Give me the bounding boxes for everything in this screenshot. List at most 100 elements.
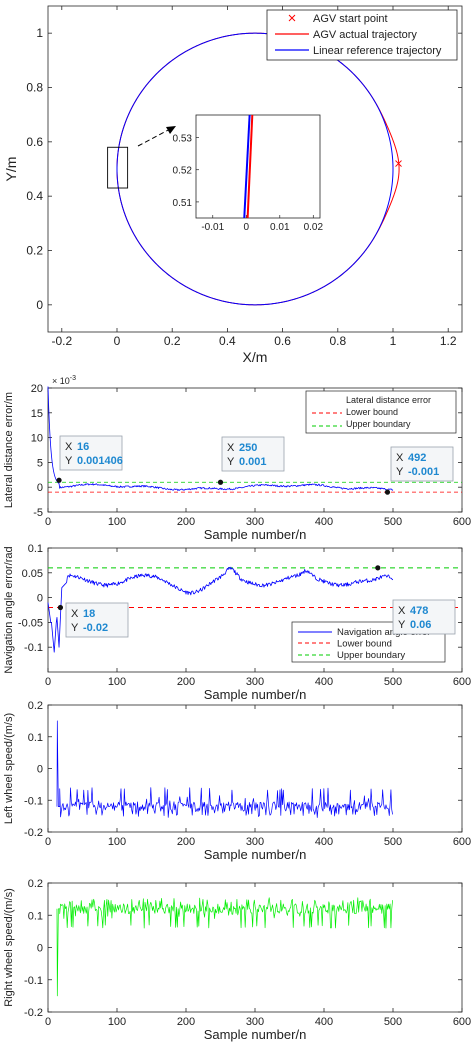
legend-entry: Lower bound	[337, 639, 392, 650]
y-tick-label: 5	[37, 457, 43, 469]
y-tick-label: 0	[37, 943, 43, 955]
zoom-region-box	[107, 146, 129, 189]
x-tick-label: 300	[246, 516, 264, 528]
datatip-x-label: X	[71, 608, 79, 620]
x-tick-label: 400	[315, 1016, 333, 1028]
x-tick-label: 500	[384, 836, 402, 848]
y-axis-label: Lateral distance error/m	[3, 392, 15, 508]
zoom-arrowhead	[166, 126, 176, 134]
datatip-marker	[56, 477, 62, 483]
y-tick-label: 0.6	[26, 135, 43, 149]
x-tick-label: 0.2	[164, 334, 181, 348]
x-tick-label: 200	[177, 836, 195, 848]
datatip-marker	[384, 489, 391, 495]
datatip-y-label: Y	[396, 466, 404, 478]
left-wheel-speed-plot: 0 100 200 300 400 500 600 0.2 0.1 0 -0.1 -0.2 Sample…	[3, 700, 471, 862]
angle-error-plot: 0 100 200 300 400 500 600 0.1 0.05 0 -0.05 -0.1 Samp…	[3, 543, 471, 702]
y-tick-label: 0.2	[28, 878, 43, 890]
x-tick-label: 1.2	[440, 334, 457, 348]
x-tick-label: 0.4	[219, 334, 236, 348]
legend-entry: Linear reference trajectory	[313, 45, 442, 57]
y-tick-label: 0	[37, 482, 43, 494]
x-tick-label: 200	[177, 1016, 195, 1028]
datatip-box	[65, 602, 129, 638]
x-tick-label: 0.8	[329, 334, 346, 348]
inset-axes	[195, 114, 321, 219]
datatip: X 18 Y -0.02	[65, 602, 129, 638]
x-axis-label: Sample number/n	[204, 847, 307, 862]
x-axis-label: Sample number/n	[204, 1027, 307, 1042]
datatip: X 492 Y -0.001	[390, 446, 454, 482]
legend-entry: AGV start point	[313, 13, 388, 25]
y-tick-label: 0.2	[28, 700, 43, 712]
y-tick-label: 0.8	[26, 81, 43, 95]
x-tick-label: 600	[453, 1016, 471, 1028]
y-tick-label: -5	[33, 507, 43, 519]
left-wheel-speed-plot-axes	[47, 704, 463, 833]
y-tick-label: 0.1	[28, 910, 43, 922]
x-tick-label: 200	[177, 516, 195, 528]
datatip-y-label: Y	[227, 456, 235, 468]
y-tick-label: 0.1	[28, 543, 43, 555]
inset-x-tick-label: 0	[243, 222, 249, 233]
x-tick-label: 300	[246, 836, 264, 848]
inset-x-tick-label: 0.01	[270, 222, 290, 233]
x-tick-label: 600	[453, 676, 471, 688]
y-tick-label: -0.1	[24, 642, 43, 654]
datatip-y-value: -0.02	[83, 622, 108, 634]
legend-entry: AGV actual trajectory	[313, 29, 417, 41]
x-tick-label: 200	[177, 676, 195, 688]
y-tick-label: 1	[36, 26, 43, 40]
legend-box	[266, 9, 458, 61]
y-tick-label: 0.2	[26, 244, 43, 258]
inset-actual-line	[246, 114, 254, 219]
lateral-error-line	[47, 386, 394, 491]
datatip-x-value: 250	[239, 442, 257, 454]
datatip-x-value: 16	[77, 441, 89, 453]
legend-entry: Upper boundary	[346, 419, 411, 429]
x-tick-label: 400	[315, 836, 333, 848]
legend-entry: Lower bound	[346, 407, 398, 417]
y-tick-label: 0	[37, 764, 43, 776]
x-tick-label: 0	[45, 836, 51, 848]
datatip: X 16 Y 0.001406	[59, 435, 123, 471]
x-tick-label: -0.2	[51, 334, 72, 348]
x-tick-label: 500	[384, 516, 402, 528]
x-tick-label: 0.6	[274, 334, 291, 348]
x-tick-label: 400	[315, 676, 333, 688]
y-tick-label: 0.4	[26, 189, 43, 203]
datatip-y-value: 0.001406	[77, 455, 123, 467]
x-axis-label: Sample number/n	[204, 687, 307, 702]
right-wheel-speed-plot: 0 100 200 300 400 500 600 0.2 0.1 0 -0.1 -0.2 Sample…	[3, 878, 471, 1042]
datatip-x-label: X	[227, 442, 235, 454]
x-tick-label: 1	[390, 334, 397, 348]
datatip-y-value: -0.001	[408, 466, 439, 478]
datatip-marker	[375, 565, 381, 571]
legend: Lateral distance error Lower bound Upper b…	[305, 390, 457, 434]
left-wheel-speed-plot-line	[56, 720, 393, 818]
legend-entry: Upper boundary	[337, 650, 405, 661]
inset-reference-line	[243, 114, 251, 219]
y-tick-label: 15	[31, 408, 43, 420]
datatip-box	[221, 436, 285, 472]
x-tick-label: 0	[45, 676, 51, 688]
y-tick-label: -0.1	[24, 975, 43, 987]
y-tick-label: 20	[31, 383, 43, 395]
y-tick-label: 10	[31, 433, 43, 445]
start-point-marker	[395, 160, 402, 167]
legend-entry: Navigation angle error	[337, 627, 430, 638]
x-tick-label: 500	[384, 1016, 402, 1028]
x-axis-label: X/m	[243, 349, 268, 365]
y-axis-label: Y/m	[3, 157, 19, 182]
x-tick-label: 600	[453, 836, 471, 848]
datatip-x-label: X	[398, 605, 406, 617]
y-axis-label: Right wheel speed/(m/s)	[3, 888, 15, 1007]
y-tick-label: 0	[37, 593, 43, 605]
trajectory-plot: -0.2 0 0.2 0.4 0.6 0.8 1 1.2 0 0.2 0.4 0.6 0.8 1 X/m Y/…	[3, 5, 463, 365]
datatip-x-label: X	[396, 452, 404, 464]
y-tick-label: -0.2	[24, 1007, 43, 1019]
legend-box	[305, 390, 457, 434]
